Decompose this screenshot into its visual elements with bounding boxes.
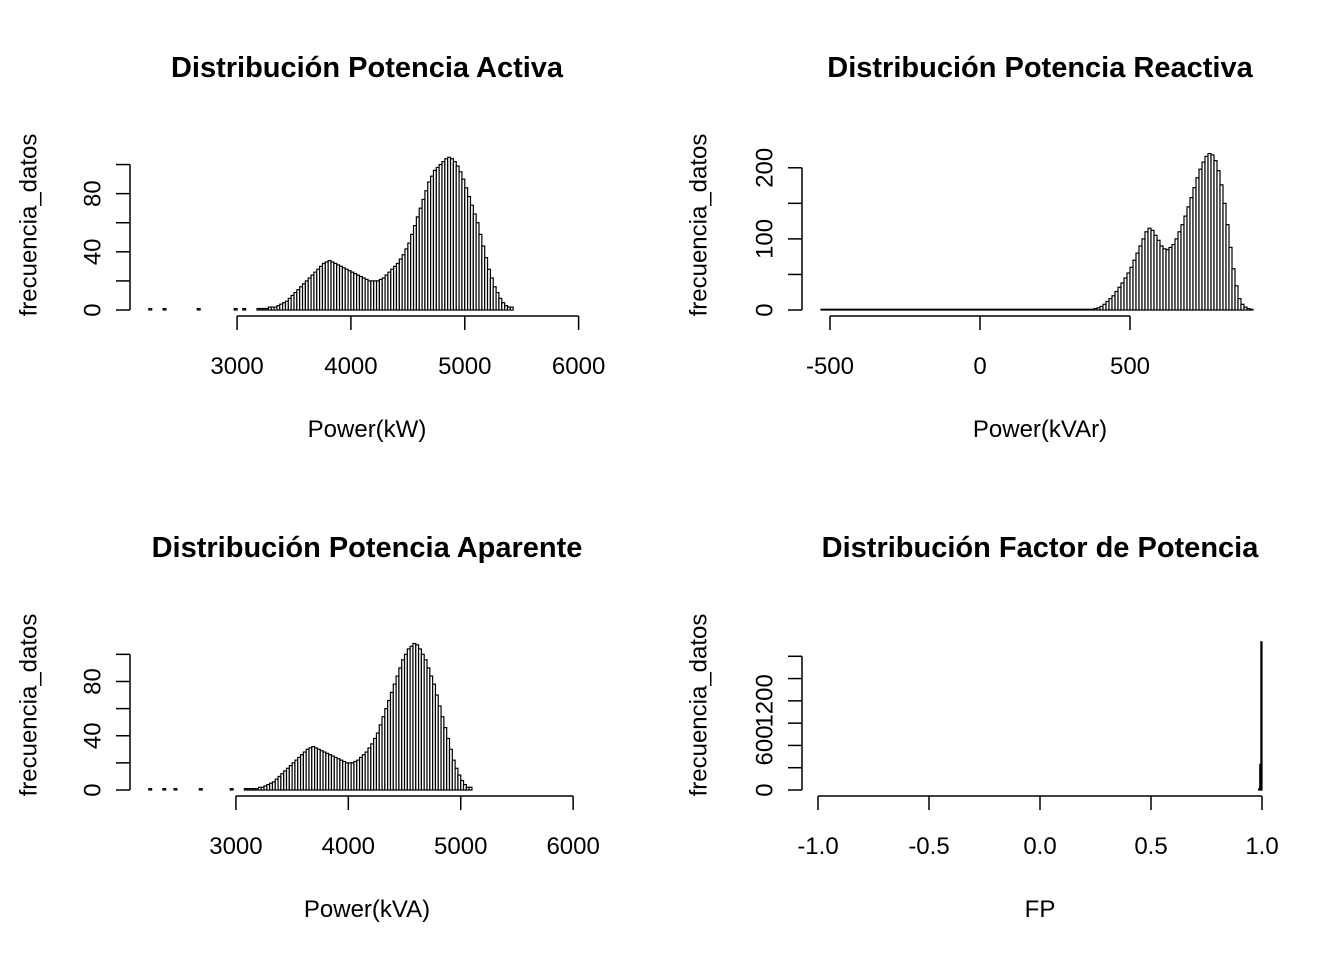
chart-title: Distribución Potencia Aparente — [152, 532, 583, 564]
y-tick-label: 100 — [751, 219, 778, 259]
histogram-bar — [242, 307, 247, 311]
histogram-bar — [233, 307, 238, 311]
histogram-bar — [1249, 308, 1254, 311]
x-tick-label: 500 — [1110, 353, 1150, 380]
chart-title: Distribución Potencia Reactiva — [827, 52, 1253, 84]
bars — [148, 642, 473, 791]
y-tick-label: 0 — [79, 783, 106, 796]
y-tick-label: 1200 — [751, 674, 778, 727]
x-tick-label: 6000 — [546, 833, 599, 860]
x-tick-label: 5000 — [438, 353, 491, 380]
histogram-3: Distribución Potencia Aparente Power(kVA)… — [15, 532, 599, 923]
histogram-bar — [1234, 285, 1239, 311]
histogram-4: Distribución Factor de Potencia FP frecuen… — [685, 532, 1278, 923]
histogram-bar — [148, 788, 153, 791]
x-axis-label: Power(kW) — [308, 416, 427, 443]
chart-title: Distribución Factor de Potencia — [822, 532, 1260, 564]
histogram-bar — [468, 786, 473, 791]
histogram-bar — [173, 788, 178, 791]
y-tick-label: 40 — [79, 722, 106, 749]
histogram-bar — [148, 307, 153, 311]
x-tick-label: 6000 — [552, 353, 605, 380]
x-tick-label: 3000 — [210, 353, 263, 380]
y-axis-label: frecuencia_datos — [685, 614, 712, 797]
histogram-bar — [162, 788, 167, 791]
y-tick-label: 0 — [751, 783, 778, 796]
x-axis-label: Power(kVAr) — [973, 416, 1107, 443]
x-tick-label: 4000 — [324, 353, 377, 380]
x-tick-label: 0.0 — [1023, 833, 1056, 860]
y-tick-label: 200 — [751, 148, 778, 188]
bars — [148, 156, 514, 311]
histogram-bar — [229, 788, 234, 791]
x-tick-label: -1.0 — [797, 833, 838, 860]
y-axis-label: frecuencia_datos — [15, 614, 42, 797]
y-tick-label: 600 — [751, 725, 778, 765]
x-tick-label: 3000 — [209, 833, 262, 860]
x-tick-label: -0.5 — [908, 833, 949, 860]
histogram-bar — [196, 307, 201, 311]
x-tick-label: 4000 — [322, 833, 375, 860]
x-tick-label: 5000 — [434, 833, 487, 860]
x-tick-label: 0 — [973, 353, 986, 380]
y-tick-label: 40 — [79, 238, 106, 265]
y-tick-label: 0 — [79, 303, 106, 316]
y-tick-label: 80 — [79, 180, 106, 207]
x-tick-label: 0.5 — [1134, 833, 1167, 860]
bars — [1258, 641, 1263, 791]
bars — [820, 152, 1254, 311]
histogram-bar — [509, 306, 514, 311]
y-tick-label: 80 — [79, 668, 106, 695]
histogram-1: Distribución Potencia Activa Power(kW) fre… — [15, 52, 605, 443]
y-tick-label: 0 — [751, 303, 778, 316]
y-axis-label: frecuencia_datos — [15, 134, 42, 317]
x-tick-label: -500 — [806, 353, 854, 380]
histogram-2: Distribución Potencia Reactiva Power(kVAr… — [685, 52, 1254, 443]
y-axis-label: frecuencia_datos — [685, 134, 712, 317]
x-axis-label: Power(kVA) — [304, 896, 430, 923]
histogram-bar — [198, 788, 203, 791]
x-axis-label: FP — [1025, 896, 1056, 923]
histogram-bar — [162, 307, 167, 311]
histogram-bar — [1260, 641, 1263, 791]
x-tick-label: 1.0 — [1245, 833, 1278, 860]
chart-title: Distribución Potencia Activa — [171, 52, 564, 84]
